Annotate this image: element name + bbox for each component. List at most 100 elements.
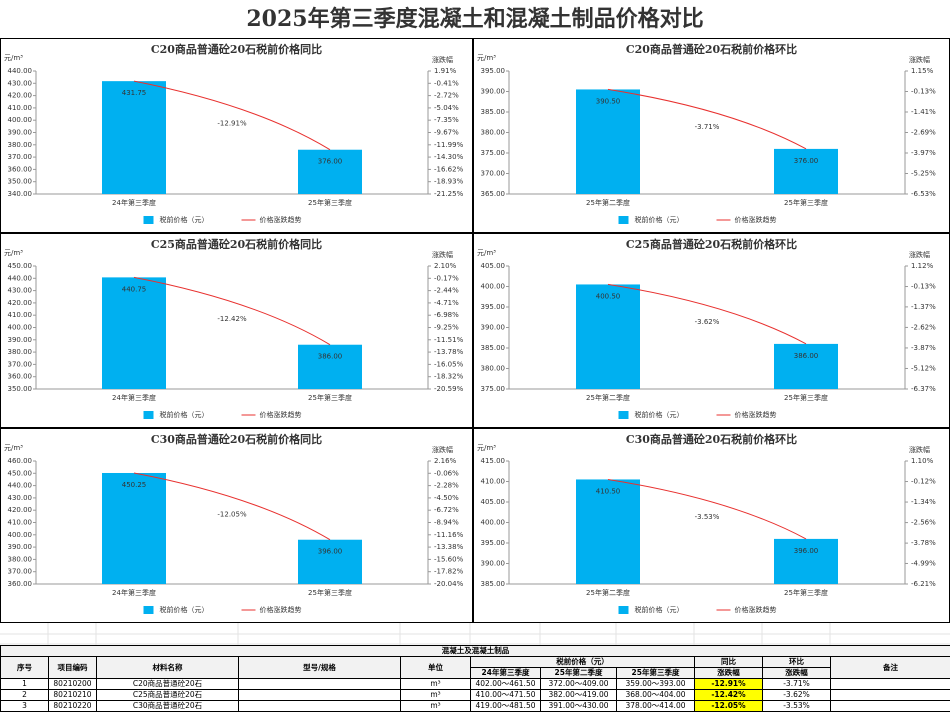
header: 序号 [0, 656, 49, 679]
y-tick-label: 350.00 [8, 385, 33, 393]
table-body: 1 80210200 C20商品普通砼20石 m³ 402.00～461.50 372.0… [0, 678, 950, 712]
y-tick-label: 380.00 [481, 129, 506, 137]
y2-tick-label: -4.99% [911, 559, 936, 567]
y2-tick-label: -8.94% [434, 519, 459, 527]
y2-tick-label: -0.17% [434, 274, 459, 282]
y-tick-label: 400.00 [481, 519, 506, 527]
header: 型号/规格 [238, 656, 401, 679]
y-tick-label: 385.00 [481, 344, 506, 352]
header: 24年第三季度 [470, 667, 541, 679]
table-cell: 1 [0, 678, 49, 690]
y-axis-title: 元/m³ [477, 444, 496, 452]
y2-tick-label: -0.12% [911, 478, 936, 486]
y-tick-label: 420.00 [8, 506, 33, 514]
legend-label: 税前价格（元） [635, 410, 684, 419]
table-cell: -3.71% [762, 678, 831, 690]
table-cell [829, 678, 950, 690]
y2-axis-title: 涨跌幅 [432, 445, 453, 454]
trend-label: -12.05% [217, 510, 247, 518]
bar [576, 284, 640, 389]
chart-panel [0, 233, 473, 428]
table-cell: 80210220 [48, 700, 97, 712]
trend-label: -3.62% [695, 318, 720, 326]
y2-tick-label: -13.38% [434, 543, 464, 551]
legend-swatch [618, 216, 629, 224]
bar [102, 277, 166, 389]
bar [774, 148, 838, 194]
header: 涨跌幅 [694, 667, 763, 679]
price-table: 混凝土及混凝土制品 序号 项目编码 材料名称 型号/规格 单位 税前价格（元） … [0, 645, 950, 712]
header: 材料名称 [96, 656, 239, 679]
legend-label: 税前价格（元） [160, 215, 209, 224]
chart-title: C25商品普通砼20石税前价格环比 [626, 237, 797, 251]
y2-tick-label: -11.16% [434, 531, 464, 539]
table-cell: 402.00～461.50 [470, 678, 541, 690]
x-tick-label: 25年第二季度 [586, 198, 630, 207]
y2-tick-label: -17.82% [434, 568, 464, 576]
table-cell: 80210200 [48, 678, 97, 690]
table-cell: -3.53% [762, 700, 831, 712]
y-tick-label: 430.00 [8, 494, 33, 502]
y2-tick-label: -21.25% [434, 190, 464, 198]
y-tick-label: 420.00 [8, 92, 33, 100]
chart-title: C20商品普通砼20石税前价格环比 [626, 42, 797, 56]
y2-tick-label: -6.21% [911, 580, 936, 588]
y2-tick-label: -6.53% [911, 190, 936, 198]
header: 环比 [762, 656, 831, 668]
y2-axis-title: 涨跌幅 [909, 55, 930, 64]
y-tick-label: 410.00 [481, 478, 506, 486]
y-tick-label: 450.00 [8, 262, 33, 270]
table-cell: m³ [400, 678, 471, 690]
y-tick-label: 370.00 [481, 170, 506, 178]
table-cell: 419.00～481.50 [470, 700, 541, 712]
table-cell [238, 700, 401, 712]
y-tick-label: 340.00 [8, 190, 33, 198]
y-tick-label: 390.00 [481, 88, 506, 96]
table-cell: 378.00～414.00 [616, 700, 695, 712]
y2-tick-label: -2.62% [911, 323, 936, 331]
y2-tick-label: -16.62% [434, 165, 464, 173]
y-tick-label: 410.00 [8, 519, 33, 527]
legend-label: 税前价格（元） [160, 410, 209, 419]
legend-label: 价格涨跌趋势 [735, 215, 777, 224]
chart-panel [473, 233, 950, 428]
y-axis-title: 元/m³ [4, 54, 23, 62]
y-tick-label: 380.00 [8, 141, 33, 149]
y2-tick-label: 1.12% [911, 262, 934, 270]
bar-label: 376.00 [794, 157, 819, 165]
table-cell [238, 689, 401, 701]
legend-label: 价格涨跌趋势 [260, 215, 302, 224]
legend-swatch [618, 411, 629, 419]
y-tick-label: 375.00 [481, 385, 506, 393]
y-tick-label: 400.00 [8, 116, 33, 124]
y-tick-label: 380.00 [8, 555, 33, 563]
y2-axis-title: 涨跌幅 [432, 55, 453, 64]
table-cell: 2 [0, 689, 49, 701]
trend-label: -12.42% [217, 315, 247, 323]
y-tick-label: 410.00 [8, 104, 33, 112]
y2-tick-label: -14.30% [434, 153, 464, 161]
y-tick-label: 395.00 [481, 539, 506, 547]
legend-label: 价格涨跌趋势 [260, 605, 302, 614]
y2-tick-label: -20.04% [434, 580, 464, 588]
y2-tick-label: -18.32% [434, 373, 464, 381]
y-tick-label: 440.00 [8, 482, 33, 490]
y2-tick-label: -11.51% [434, 336, 464, 344]
y2-tick-label: -1.37% [911, 303, 936, 311]
y-tick-label: 370.00 [8, 153, 33, 161]
y2-tick-label: -2.69% [911, 129, 936, 137]
y2-axis-title: 涨跌幅 [432, 250, 453, 259]
bar [576, 89, 640, 194]
trend-label: -12.91% [217, 119, 247, 127]
y2-tick-label: -4.71% [434, 299, 459, 307]
bar-label: 400.50 [596, 292, 621, 300]
table-cell: -3.62% [762, 689, 831, 701]
y2-tick-label: -2.28% [434, 482, 459, 490]
table-cell: 80210210 [48, 689, 97, 701]
y2-tick-label: -5.12% [911, 364, 936, 372]
y2-tick-label: 1.10% [911, 457, 934, 465]
y2-axis-title: 涨跌幅 [909, 250, 930, 259]
y2-tick-label: 2.10% [434, 262, 457, 270]
trend-label: -3.53% [695, 513, 720, 521]
x-tick-label: 25年第三季度 [308, 198, 352, 207]
